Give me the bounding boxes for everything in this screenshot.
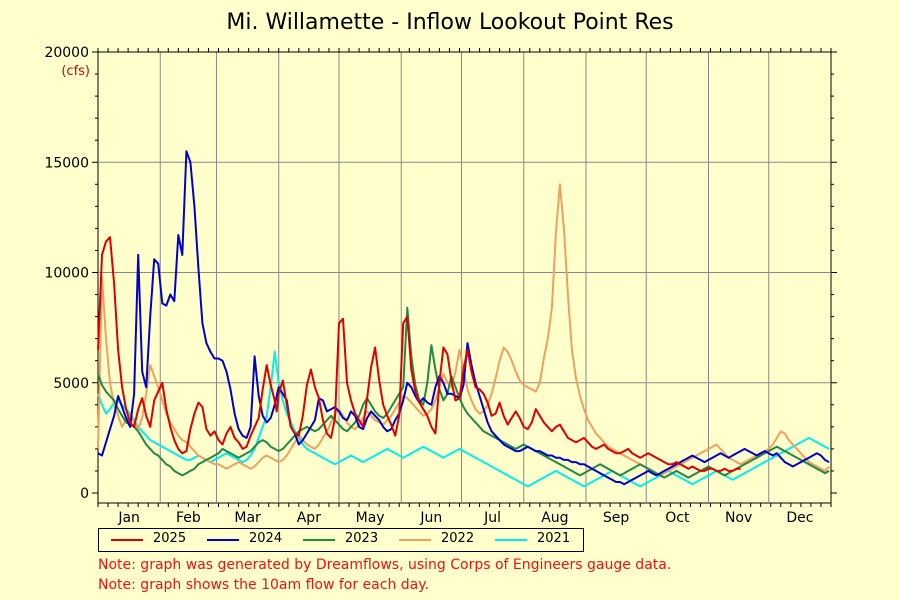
- note-10am: Note: graph shows the 10am flow for each…: [98, 577, 429, 593]
- x-tick-label-may: May: [356, 510, 385, 526]
- x-tick-label-oct: Oct: [665, 510, 690, 526]
- legend-swatch: [111, 539, 143, 541]
- legend-swatch: [207, 539, 239, 541]
- x-tick-label-dec: Dec: [786, 510, 813, 526]
- y-tick-label: 10000: [44, 266, 89, 282]
- plot-border: [97, 51, 832, 504]
- legend-label: 2023: [345, 531, 379, 546]
- x-tick-label-feb: Feb: [176, 510, 201, 526]
- y-tick-label: 20000: [44, 45, 89, 61]
- y-axis-units-label: (cfs): [61, 64, 90, 79]
- series-line-2025: [97, 236, 741, 472]
- chart-title: Mi. Willamette - Inflow Lookout Point Re…: [226, 10, 674, 35]
- x-tick-label-sep: Sep: [603, 510, 630, 526]
- legend-label: 2024: [249, 531, 283, 546]
- y-tick-label: 5000: [53, 376, 89, 392]
- x-tick-label-aug: Aug: [541, 510, 568, 526]
- series-layer: [97, 150, 830, 488]
- x-tick-label-jun: Jun: [419, 510, 442, 526]
- grid-layer: [97, 51, 832, 504]
- y-tick-label: 15000: [44, 155, 89, 171]
- y-tick-label: 0: [80, 486, 89, 502]
- x-tick-label-mar: Mar: [234, 510, 261, 526]
- legend-swatch: [495, 539, 527, 541]
- legend-label: 2021: [537, 531, 571, 546]
- x-tick-label-nov: Nov: [725, 510, 752, 526]
- legend-label: 2022: [441, 531, 475, 546]
- legend-swatch: [399, 539, 431, 541]
- axis-layer: 0 5000 10000 15000 20000 Jan Feb Mar Apr May Jun Ju…: [44, 45, 837, 526]
- series-line-2021: [97, 350, 830, 488]
- series-line-2023: [97, 306, 830, 479]
- legend: 2025 2024 2023 2022 2021: [98, 528, 584, 552]
- legend-label: 2025: [153, 531, 187, 546]
- note-source: Note: graph was generated by Dreamflows,…: [98, 557, 672, 573]
- legend-swatch: [303, 539, 335, 541]
- x-tick-label-jan: Jan: [117, 510, 140, 526]
- series-line-2024: [97, 150, 830, 486]
- x-tick-label-jul: Jul: [483, 510, 501, 526]
- x-tick-label-apr: Apr: [297, 510, 321, 526]
